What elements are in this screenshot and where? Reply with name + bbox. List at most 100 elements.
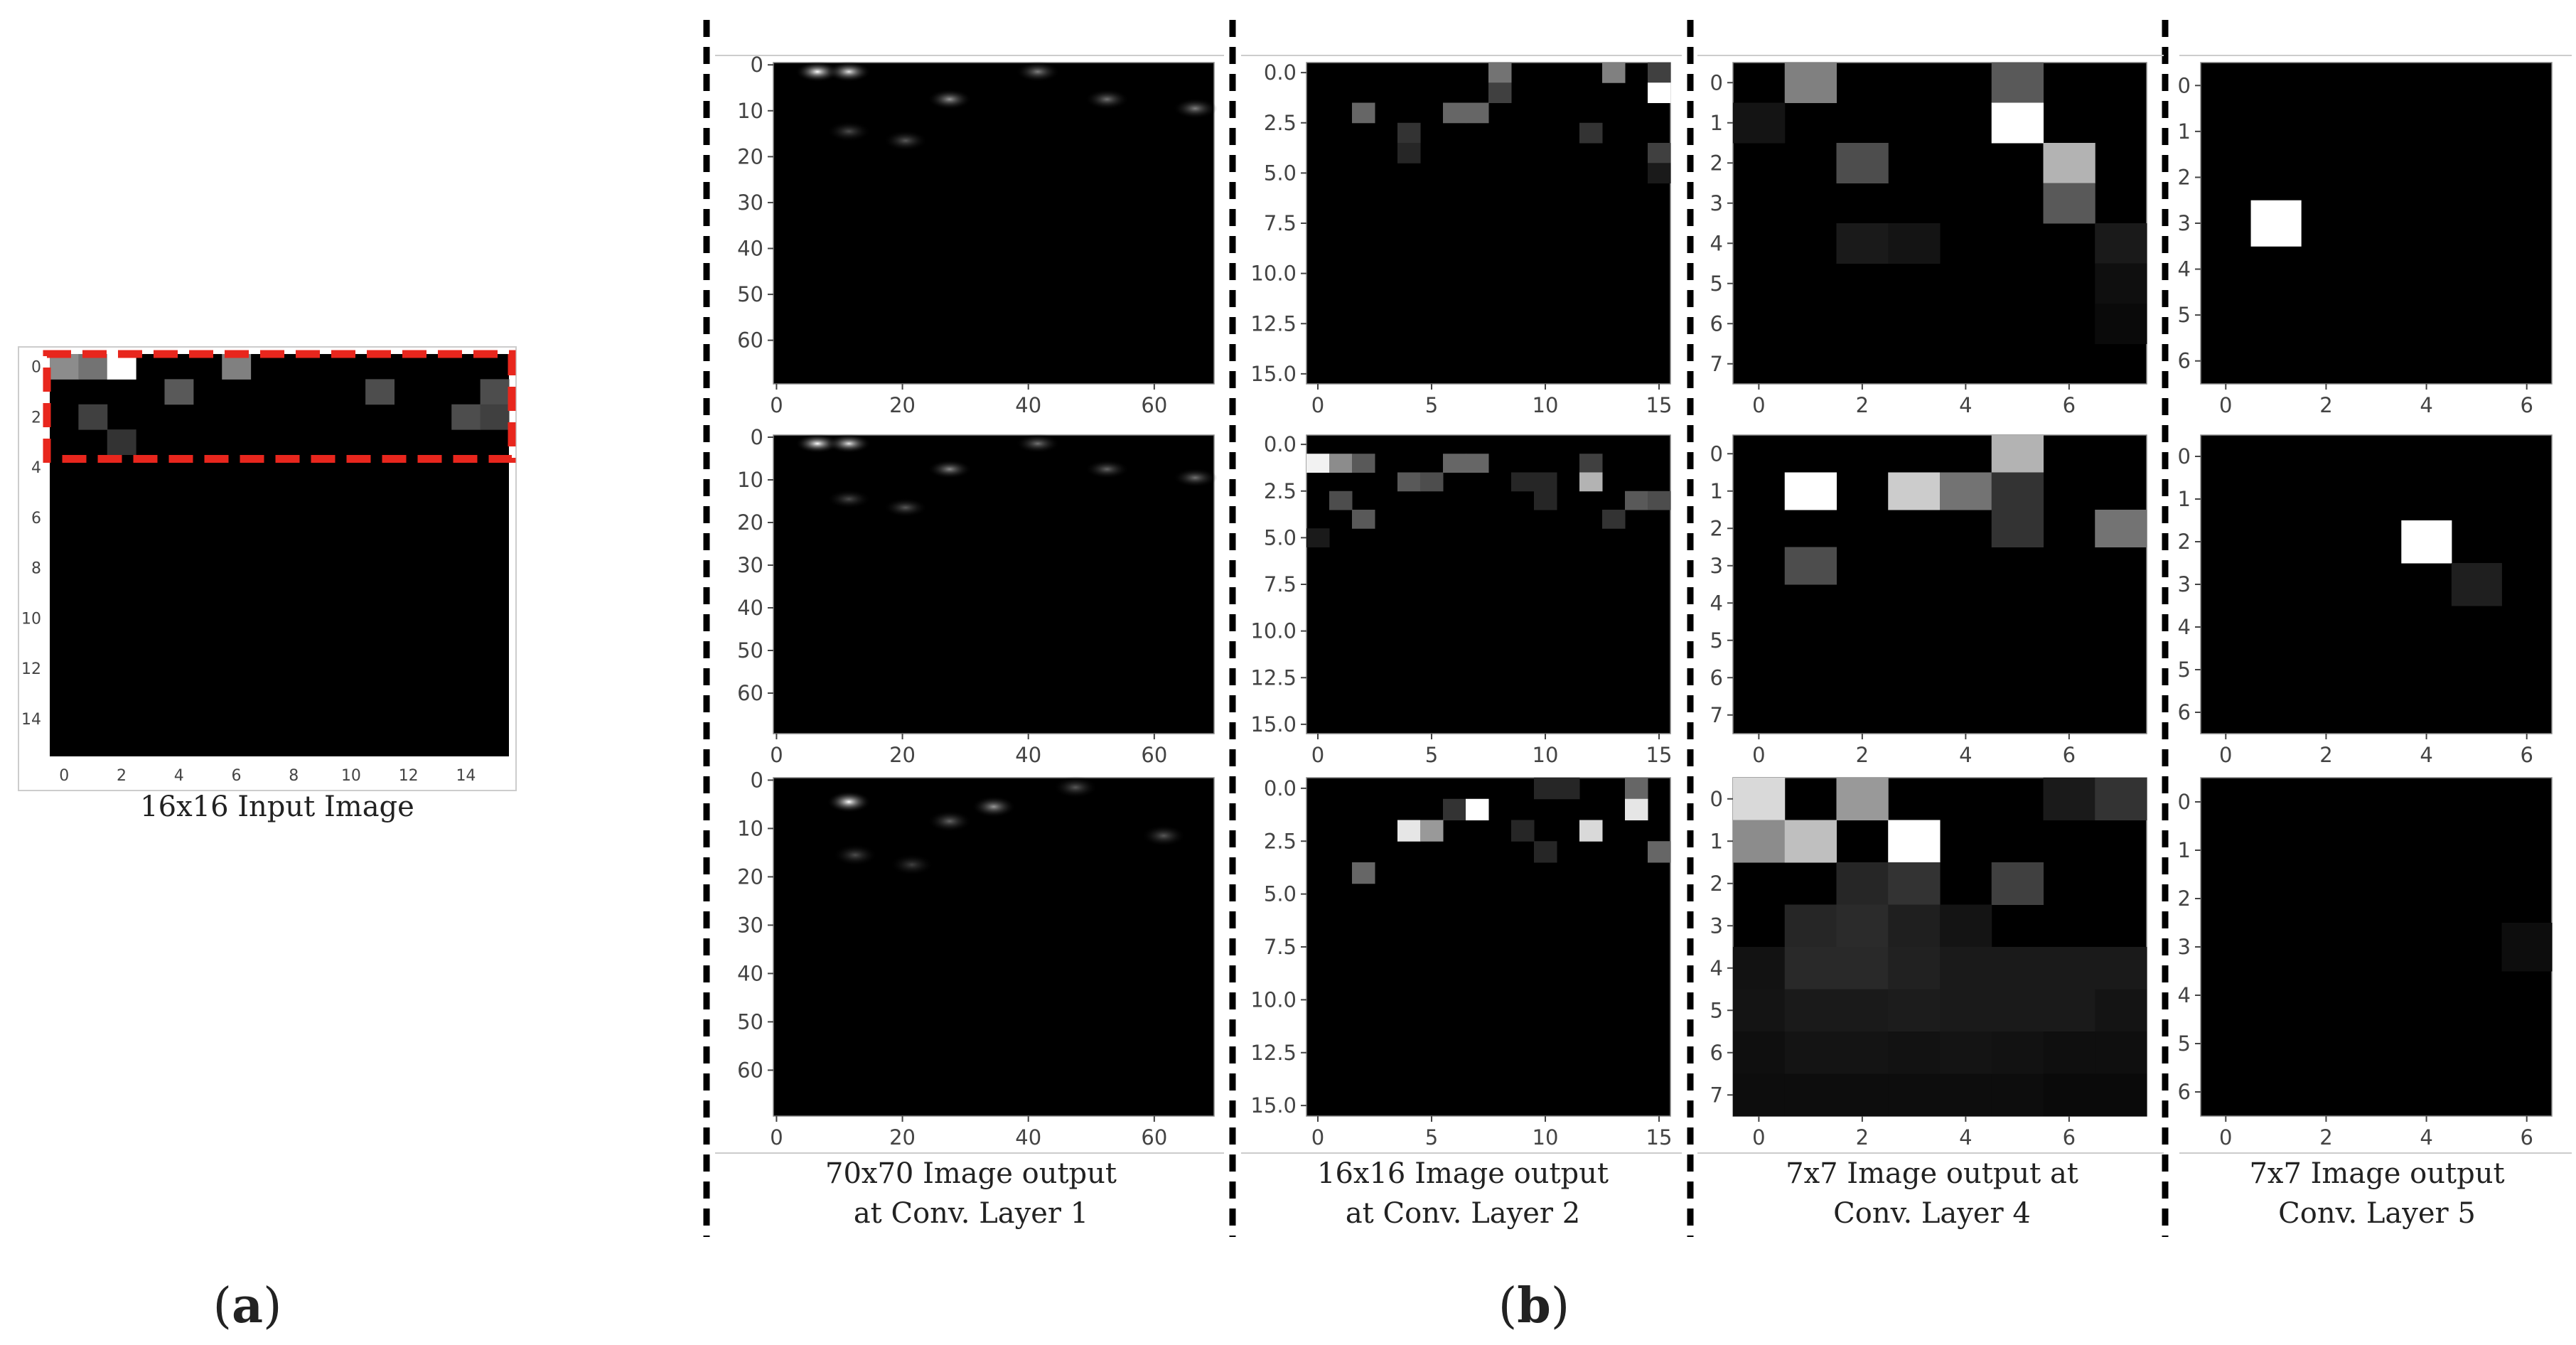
activation-cell xyxy=(1352,510,1375,529)
x-tick-label: 40 xyxy=(1015,1125,1041,1150)
x-tick-label: 6 xyxy=(2520,1125,2533,1150)
activation-cell xyxy=(1991,1031,2044,1074)
activation-cell xyxy=(1557,778,1580,800)
y-tick-label: 6 xyxy=(2178,700,2191,724)
x-tick-label: 60 xyxy=(1141,743,1167,767)
y-tick-label: 60 xyxy=(737,328,763,353)
x-tick-label: 2 xyxy=(117,767,127,785)
y-tick-label: 10 xyxy=(21,610,41,628)
y-tick-label: 6 xyxy=(2178,1080,2191,1104)
y-ticks: 0 10 20 30 40 50 60 xyxy=(737,768,773,1082)
y-tick-label: 10.0 xyxy=(1250,987,1297,1012)
activation-cell xyxy=(1443,798,1466,820)
y-tick-label: 12.5 xyxy=(1250,311,1297,336)
activation-blob xyxy=(1173,98,1218,119)
activation-cell xyxy=(1888,223,1941,264)
y-tick-label: 6 xyxy=(2178,349,2191,373)
y-tick-label: 15.0 xyxy=(1250,712,1297,736)
y-tick-label: 4 xyxy=(2178,257,2191,282)
y-ticks: 0 1 2 3 4 5 6 7 xyxy=(1710,441,1733,727)
activation-cell xyxy=(1733,947,1786,990)
x-ticks: 0 2 4 6 xyxy=(1752,1116,2076,1150)
activation-blob xyxy=(928,459,972,479)
x-tick-label: 4 xyxy=(2420,1125,2432,1150)
column-caption-line: 16x16 Image output xyxy=(1317,1157,1609,1190)
x-tick-label: 15 xyxy=(1646,1125,1673,1150)
y-tick-label: 12.5 xyxy=(1250,665,1297,690)
x-tick-label: 0 xyxy=(1311,393,1324,417)
activation-blob xyxy=(1142,825,1186,847)
y-tick-label: 8 xyxy=(31,560,41,578)
x-tick-label: 20 xyxy=(889,743,916,767)
y-tick-label: 4 xyxy=(2178,983,2191,1007)
y-ticks: 0 10 20 30 40 50 60 xyxy=(737,53,773,353)
y-tick-label: 5 xyxy=(1710,272,1723,296)
y-tick-label: 6 xyxy=(1710,311,1723,336)
y-tick-label: 6 xyxy=(31,510,41,527)
y-tick-label: 7 xyxy=(1710,352,1723,376)
input-pixel xyxy=(78,354,108,380)
panel-a-y-ticks: 0 2 4 6 8 10 12 14 xyxy=(21,359,41,729)
input-pixel xyxy=(480,379,510,405)
column-caption-line: 7x7 Image output at xyxy=(1786,1157,2078,1190)
activation-cell xyxy=(2043,183,2095,224)
activation-blob xyxy=(1173,468,1218,488)
activation-cell xyxy=(1991,947,2044,990)
feature-map: 0 2 4 6 0 1 2 3 4 5 6 7 xyxy=(1710,62,2147,417)
y-ticks: 0.0 2.5 5.0 7.5 10.0 12.5 15.0 xyxy=(1250,776,1306,1118)
x-tick-label: 2 xyxy=(2319,1125,2332,1150)
x-tick-label: 60 xyxy=(1141,1125,1167,1150)
feature-map-background xyxy=(1306,434,1671,734)
activation-cell xyxy=(1940,989,1992,1032)
activation-cell xyxy=(2095,778,2147,820)
activation-cell xyxy=(1329,454,1353,473)
feature-map: 0 20 40 60 0 10 20 30 40 50 60 xyxy=(737,425,1218,767)
x-tick-label: 40 xyxy=(1015,743,1041,767)
x-tick-label: 20 xyxy=(889,393,916,417)
x-tick-label: 4 xyxy=(2420,393,2432,417)
x-tick-label: 2 xyxy=(2319,743,2332,767)
y-ticks: 0 1 2 3 4 5 6 7 xyxy=(1710,70,1733,376)
activation-cell xyxy=(1888,1031,1941,1074)
y-tick-label: 14 xyxy=(21,711,41,729)
y-tick-label: 60 xyxy=(737,681,763,705)
activation-cell xyxy=(1991,472,2044,510)
activation-cell xyxy=(1991,63,2044,103)
x-tick-label: 2 xyxy=(1856,743,1869,767)
activation-cell xyxy=(1784,947,1837,990)
y-tick-label: 1 xyxy=(1710,479,1723,503)
activation-cell xyxy=(2043,1073,2095,1117)
activation-cell xyxy=(1888,947,1941,990)
activation-cell xyxy=(1648,82,1671,103)
activation-cell xyxy=(2095,1031,2147,1074)
y-tick-label: 2 xyxy=(1710,151,1723,175)
y-tick-label: 4 xyxy=(1710,956,1723,980)
y-tick-label: 4 xyxy=(2178,615,2191,639)
activation-cell xyxy=(1888,862,1941,905)
activation-cell xyxy=(1648,163,1671,183)
activation-cell xyxy=(1511,820,1535,842)
y-tick-label: 5 xyxy=(1710,628,1723,653)
activation-cell xyxy=(1306,528,1330,547)
y-tick-label: 2 xyxy=(31,409,41,427)
y-tick-label: 10 xyxy=(737,816,763,840)
x-tick-label: 0 xyxy=(1752,393,1765,417)
activation-cell xyxy=(1443,102,1466,124)
y-tick-label: 30 xyxy=(737,191,763,215)
x-tick-label: 0 xyxy=(770,393,783,417)
activation-cell xyxy=(1991,862,2044,905)
activation-blob xyxy=(972,795,1016,818)
x-ticks: 0 20 40 60 xyxy=(770,1116,1167,1150)
x-tick-label: 12 xyxy=(399,767,419,785)
activation-cell xyxy=(1733,1031,1786,1074)
x-tick-label: 60 xyxy=(1141,393,1167,417)
x-ticks: 0 5 10 15 xyxy=(1311,1116,1673,1150)
y-tick-label: 10 xyxy=(737,468,763,492)
y-tick-label: 1 xyxy=(1710,111,1723,135)
activation-cell xyxy=(1329,491,1353,510)
column-caption-line: Conv. Layer 4 xyxy=(1833,1197,2031,1230)
input-pixel xyxy=(50,354,79,380)
x-tick-label: 15 xyxy=(1646,743,1673,767)
activation-cell xyxy=(1991,1073,2044,1117)
y-tick-label: 0 xyxy=(1710,70,1723,95)
